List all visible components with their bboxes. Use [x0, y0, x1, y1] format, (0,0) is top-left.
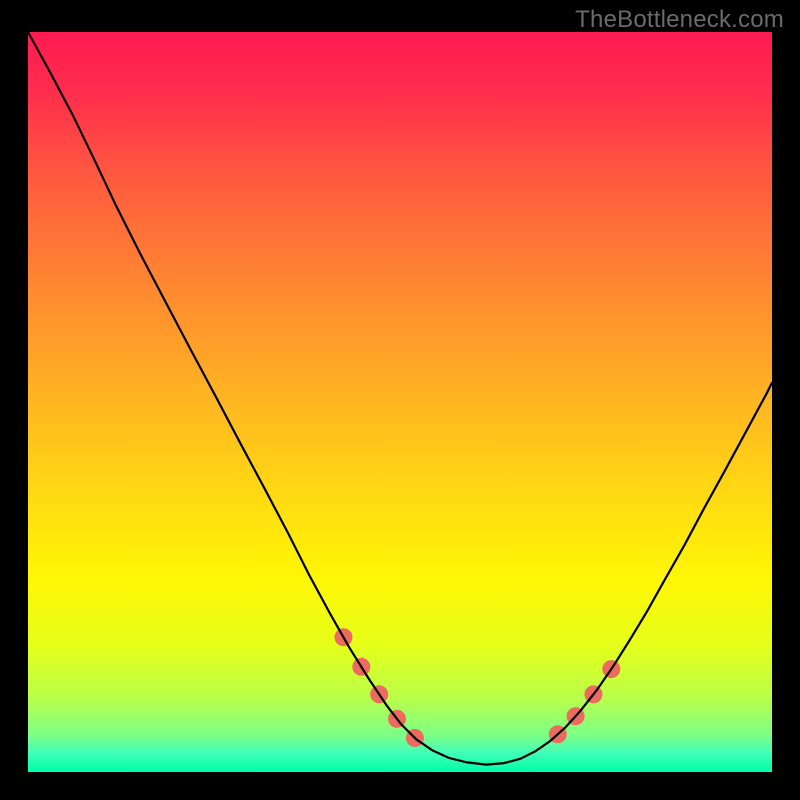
bottleneck-curve [28, 32, 772, 765]
watermark-text: TheBottleneck.com [575, 6, 784, 34]
plot-area [28, 32, 772, 772]
chart-canvas: TheBottleneck.com [0, 0, 800, 800]
marker-group [334, 628, 620, 747]
curve-layer [28, 32, 772, 772]
